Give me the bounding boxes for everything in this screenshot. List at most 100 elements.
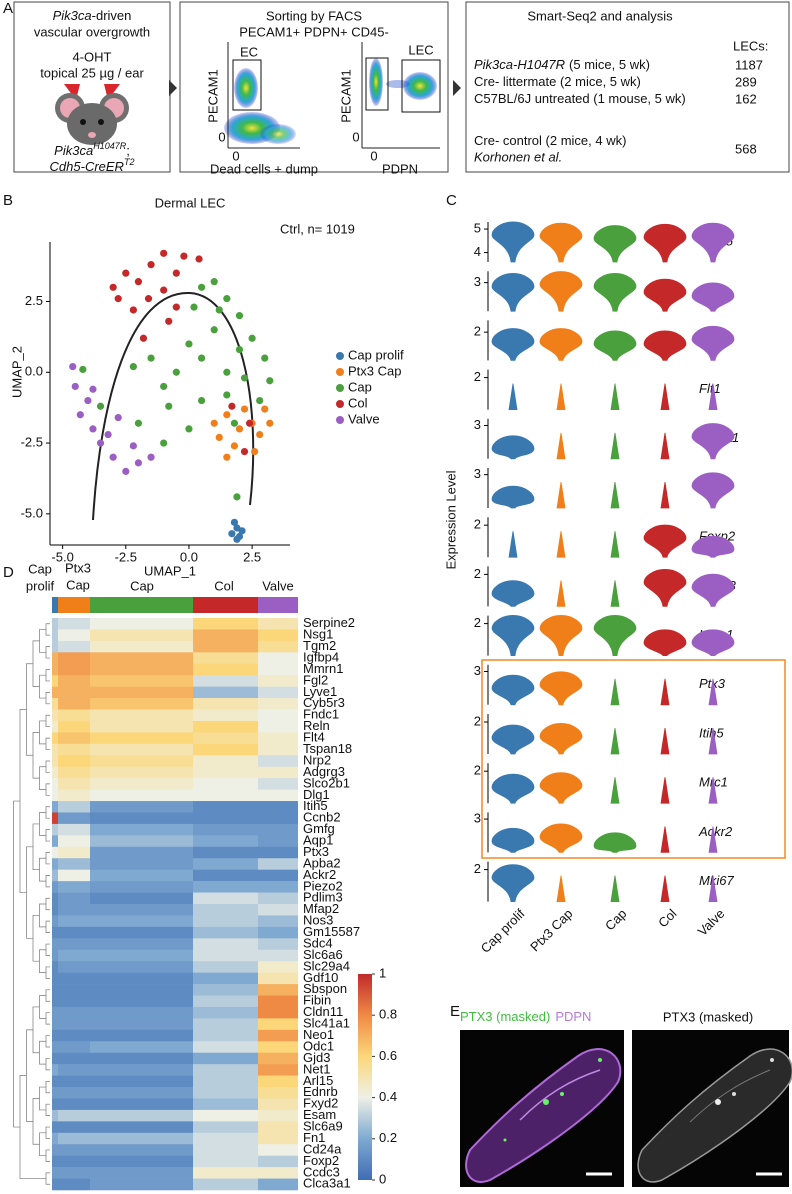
heatmap-cell	[90, 961, 193, 973]
heatmap-cell	[58, 743, 90, 756]
point	[223, 391, 231, 399]
heatmap-cell	[58, 766, 90, 779]
heatmap-cell	[90, 1018, 193, 1031]
legend-marker	[336, 352, 344, 360]
heatmap-cell	[52, 1087, 58, 1099]
heatmap-cell	[258, 652, 298, 665]
y-tick-label: 3	[474, 417, 481, 432]
heatmap-cell	[258, 743, 298, 756]
analysis-table: Pik3ca-H1047R (5 mice, 5 wk) 1187 Cre- litt…	[474, 57, 763, 164]
dendrogram-branch	[32, 1098, 40, 1145]
heatmap-cell	[193, 858, 258, 870]
heatmap-cell	[193, 904, 258, 916]
heatmap-cell	[193, 926, 258, 939]
heatmap-cell	[193, 755, 258, 768]
heatmap-cell	[90, 618, 193, 630]
y-tick-label: -5.0	[21, 505, 43, 520]
point	[235, 312, 244, 320]
x-tick-label: 2.5	[243, 549, 261, 564]
heatmap-cell	[258, 766, 298, 779]
heatmap-cell	[90, 1167, 193, 1179]
heatmap-cell	[193, 618, 258, 630]
violin	[539, 722, 583, 755]
violin	[660, 678, 670, 706]
heatmap-cell	[90, 1109, 193, 1122]
genotype-gene: Pik3ca	[54, 143, 93, 158]
heatmap-cell	[52, 629, 58, 642]
heatmap-cell	[52, 1132, 58, 1145]
point	[190, 303, 198, 311]
heatmap-cell	[258, 915, 298, 928]
row-label-italic: Pik3ca-H1047R	[474, 57, 565, 72]
violin	[643, 278, 687, 312]
heatmap-cell	[52, 926, 58, 939]
point	[230, 518, 239, 526]
heatmap-cell	[52, 961, 58, 973]
x-tick-label: 0.0	[180, 549, 198, 564]
heatmap-cell	[258, 823, 298, 836]
violin	[491, 773, 535, 804]
dendrogram-branch	[45, 1149, 50, 1162]
point	[223, 411, 231, 419]
heatmap-cell	[193, 732, 258, 745]
heatmap-cell	[258, 629, 298, 642]
group-label: Ptx3	[65, 560, 91, 575]
y-axis-label: UMAP_2	[9, 346, 24, 398]
colorbar-tick-label: 1	[379, 965, 386, 980]
heatmap-cell	[90, 1178, 193, 1191]
group-label: Cap	[130, 578, 154, 593]
violin	[643, 330, 687, 361]
dendrogram-branch	[45, 897, 50, 911]
gene-label: Mki67	[699, 873, 734, 888]
violin	[610, 432, 620, 460]
dendrogram-branch	[32, 1006, 40, 1054]
heatmap-cell	[258, 995, 298, 1008]
heatmap-cell	[258, 720, 298, 733]
lec-count: 162	[735, 91, 757, 106]
violin	[660, 383, 670, 410]
y-tick-label: 2	[474, 369, 481, 384]
dendrogram-branch	[45, 1103, 50, 1116]
point	[114, 295, 122, 303]
heatmap-cell	[90, 881, 193, 893]
point	[165, 317, 173, 325]
dendrogram-branch	[45, 806, 50, 819]
point	[144, 295, 153, 303]
gene-label: Itih5	[699, 725, 724, 740]
heatmap-cell	[90, 823, 193, 836]
panel-label: D	[3, 564, 14, 581]
gene-label: Sbspon	[303, 981, 347, 996]
heatmap-cell	[193, 1098, 258, 1111]
heatmap-cell	[58, 1121, 90, 1134]
gene-label: Cldn11	[303, 1004, 343, 1019]
violin	[593, 832, 637, 853]
heatmap-cell	[258, 755, 298, 768]
y-axis-label: Expression Level	[443, 470, 458, 569]
group-label: Valve	[262, 578, 294, 593]
violin	[691, 573, 735, 607]
dendrogram-branch	[39, 903, 46, 928]
heatmap-cell	[193, 1121, 258, 1134]
violin	[593, 330, 637, 361]
dendrogram-branch	[32, 640, 40, 687]
heatmap-cell	[58, 652, 90, 665]
lec-count: 1187	[735, 57, 763, 72]
point	[266, 377, 274, 385]
heatmap-cell	[52, 1006, 58, 1019]
heatmap-cell	[258, 938, 298, 951]
box-title: Sorting by FACS	[266, 8, 362, 23]
point	[114, 413, 122, 422]
heatmap-cell	[90, 1132, 193, 1145]
panel-box	[465, 1, 790, 173]
colorbar-tick-label: 0.2	[379, 1130, 397, 1145]
heatmap-cell	[58, 720, 90, 733]
heatmap-cell	[193, 915, 258, 928]
dendrogram-branch	[39, 766, 46, 790]
dendrogram-branch	[45, 1172, 50, 1185]
heatmap-cell	[58, 904, 90, 916]
gene-label: Tspan18	[303, 741, 352, 756]
violin	[610, 531, 620, 558]
heatmap-cell	[52, 881, 58, 893]
gene-label: Reln	[303, 718, 330, 733]
